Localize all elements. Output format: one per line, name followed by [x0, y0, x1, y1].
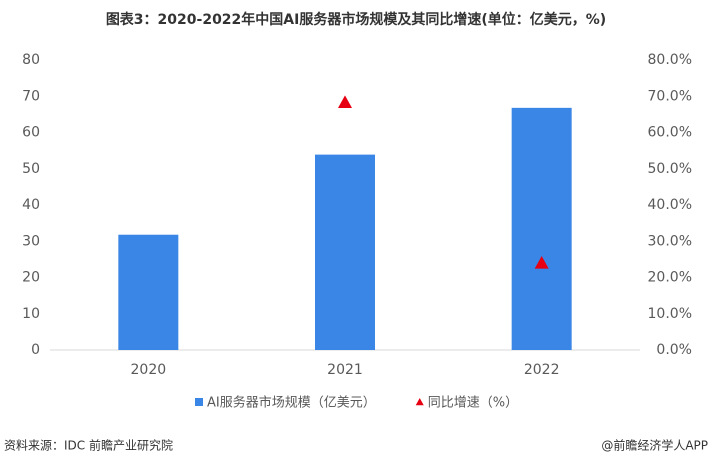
y-tick-label: 50 [22, 161, 40, 177]
y2-tick-label: 30.0% [648, 233, 692, 249]
y2-tick-label: 0.0% [656, 342, 692, 358]
y-tick-label: 30 [22, 233, 40, 249]
marker [338, 95, 352, 109]
y-tick-label: 0 [31, 342, 40, 358]
y2-tick-label: 10.0% [648, 306, 692, 322]
x-tick-label: 2022 [524, 362, 560, 378]
legend-label: AI服务器市场规模（亿美元） [207, 395, 376, 411]
y2-tick-label: 20.0% [648, 270, 692, 286]
y2-tick-label: 50.0% [648, 161, 692, 177]
source: 资料来源：IDC 前瞻产业研究院 [4, 438, 173, 453]
credit: @前瞻经济学人APP [601, 438, 708, 453]
legend-swatch [415, 398, 424, 406]
y2-tick-label: 40.0% [648, 197, 692, 213]
y2-tick-label: 70.0% [648, 88, 692, 104]
y-tick-label: 40 [22, 197, 40, 213]
y-tick-label: 20 [22, 270, 40, 286]
bar [118, 234, 179, 350]
legend-label: 同比增速（%） [428, 396, 518, 411]
marker [534, 256, 549, 269]
y-tick-label: 60 [22, 125, 40, 141]
bar [511, 107, 572, 350]
chart-title: 图表3：2020-2022年中国AI服务器市场规模及其同比增速(单位：亿美元，%… [106, 11, 606, 28]
x-tick-label: 2021 [327, 362, 363, 378]
x-tick-label: 2020 [131, 362, 167, 378]
y2-tick-label: 60.0% [648, 125, 692, 141]
y-tick-label: 70 [22, 88, 40, 104]
y2-tick-label: 80.0% [648, 52, 692, 68]
y-tick-label: 10 [22, 306, 40, 322]
legend-swatch [195, 398, 203, 406]
y-tick-label: 80 [22, 52, 40, 68]
bar [315, 154, 375, 350]
